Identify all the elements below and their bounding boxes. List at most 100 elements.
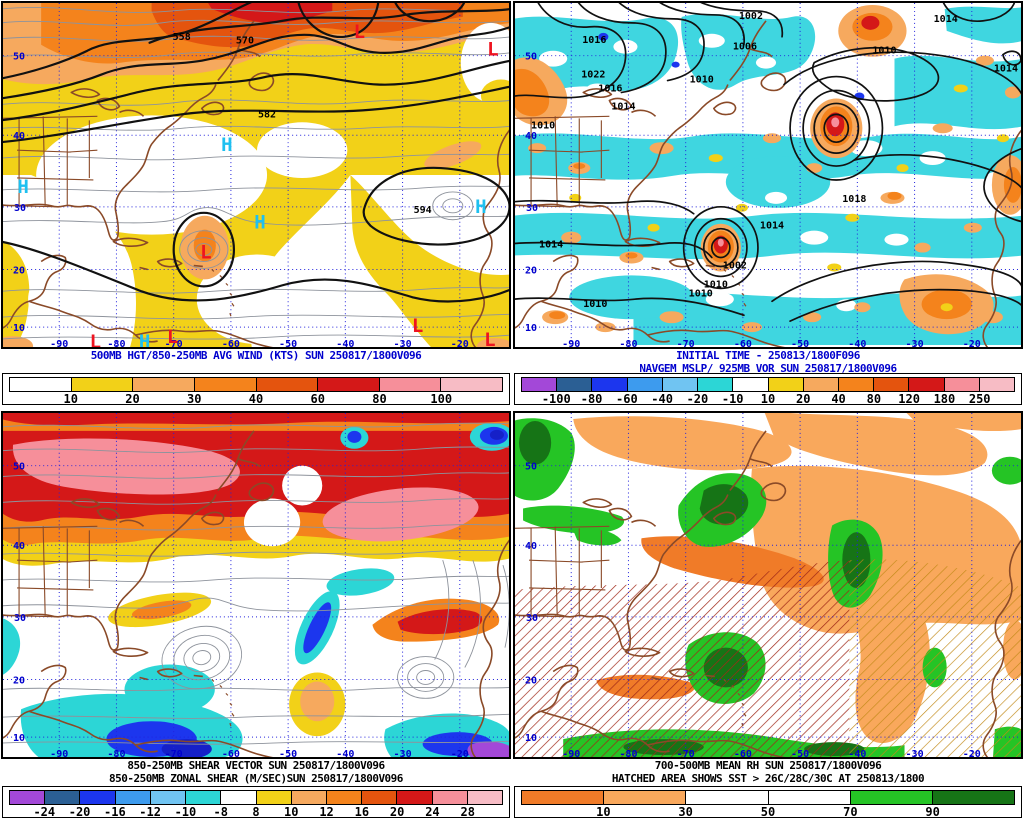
contour-label: 1018 [842, 194, 866, 205]
panel-500mb-height-wind: 50 40 30 20 10 -90 -80 -70 -60 -50 -40 -30 -20 558 570… [0, 0, 512, 409]
geo-label: 40 [525, 131, 537, 142]
contour-label: 1022 [581, 70, 605, 81]
geo-label: -20 [451, 339, 469, 349]
colorbar-labels: -100 -80 -60 -40 -20 -10 10 20 40 80 120 180 250 [521, 392, 1015, 406]
contour-label: 1006 [733, 42, 757, 53]
map-labels: 50 40 30 20 10 -90 -80 -70 -60 -50 -40 -30 -20 558 570… [13, 21, 499, 349]
colorbar-segment [70, 378, 133, 391]
contour-label: 1014 [934, 14, 958, 25]
geo-label: -30 [906, 339, 924, 349]
geo-label: -80 [619, 749, 637, 759]
caption-mslp: INITIAL TIME - 250813/1800F096 NAVGEM MS… [512, 349, 1024, 375]
colorbar-segment [185, 791, 221, 804]
map-mslp-vorticity: 50 40 30 20 10 -90 -80 -70 -60 -50 -40 -30 -20 1016 10… [513, 1, 1023, 349]
contour-label: 1014 [539, 240, 563, 251]
colorbar-tick-label: 60 [310, 392, 325, 406]
colorbar-segment [325, 791, 362, 804]
map-500mb-height-wind: 50 40 30 20 10 -90 -80 -70 -60 -50 -40 -30 -20 558 570… [1, 1, 511, 349]
colorbar-segment [378, 378, 441, 391]
high-marker: H [475, 196, 486, 218]
geo-label: -40 [848, 749, 866, 759]
caption-rh: 700-500MB MEAN RH SUN 250817/1800V096 HA… [512, 759, 1024, 785]
geo-label: 20 [525, 675, 537, 686]
vorticity-fill [513, 4, 1023, 346]
colorbar-segment [603, 791, 686, 804]
colorbar-tick-label: 12 [319, 805, 334, 819]
geo-label: -70 [165, 339, 183, 349]
colorbar-segment [978, 378, 1015, 391]
colorbar-segment [849, 791, 932, 804]
colorbar-segment [361, 791, 397, 804]
geo-label: -50 [279, 749, 297, 759]
caption-shear: 850-250MB SHEAR VECTOR SUN 250817/1800V0… [0, 759, 512, 785]
colorbar-tick-label: -8 [213, 805, 228, 819]
colorbar-segment [767, 378, 803, 391]
geo-label: 50 [525, 52, 537, 63]
geo-label: 10 [525, 323, 537, 334]
geo-label: 50 [13, 52, 25, 63]
colorbar-segment [522, 791, 604, 804]
colorbar-segment [255, 378, 318, 391]
colorbar-segment [908, 378, 944, 391]
contour-label: 1016 [598, 84, 622, 95]
map-labels: 50 40 30 20 10 -90 -80 -70 -60 -50 -40 -30 -20 1016 10… [525, 11, 1018, 349]
colorbar-tick-label: 24 [425, 805, 440, 819]
colorbar-segment [685, 791, 768, 804]
contour-label: 1010 [531, 120, 555, 131]
colorbar-segment [767, 791, 850, 804]
panel-mean-rh-sst: 50 40 30 20 10 -90 -80 -70 -60 -50 -40 -30 -20 700-5… [512, 410, 1024, 819]
colorbar-tick-label: 8 [252, 805, 260, 819]
geo-label: 20 [525, 265, 537, 276]
colorbar-tick-label: -20 [686, 392, 709, 406]
caption-line: 850-250MB ZONAL SHEAR (M/SEC)SUN 250817/… [109, 772, 403, 785]
colorbar-segment [132, 378, 194, 391]
panel-shear: 50 40 30 20 10 -90 -80 -70 -60 -50 -40 -30 -20 850-2… [0, 410, 512, 819]
geo-label: -40 [336, 749, 354, 759]
colorbar-tick-label: 120 [898, 392, 920, 406]
geo-label: 30 [14, 203, 26, 214]
caption-line: 850-250MB SHEAR VECTOR SUN 250817/1800V0… [127, 759, 385, 772]
geo-label: 30 [526, 203, 538, 214]
geo-label: 40 [525, 541, 537, 552]
geo-label: -60 [222, 749, 240, 759]
colorbar-vorticity: -100 -80 -60 -40 -20 -10 10 20 40 80 120 180 250 [514, 373, 1022, 406]
colorbar-segment [522, 378, 557, 391]
high-marker: H [139, 331, 150, 349]
geo-label: -30 [906, 749, 924, 759]
colorbar-segments [521, 790, 1015, 805]
colorbar-segment [943, 378, 979, 391]
contour-label: 1014 [611, 101, 635, 112]
colorbar-segment [440, 378, 502, 391]
geo-label: -20 [963, 339, 981, 349]
colorbar-tick-label: 80 [866, 392, 882, 406]
colorbar-tick-label: -10 [174, 805, 197, 819]
high-marker: H [221, 134, 232, 156]
geo-label: 10 [13, 733, 25, 744]
colorbar-segments [521, 377, 1015, 392]
colorbar-segment [466, 791, 503, 804]
colorbar-segment [10, 378, 71, 391]
map-shear: 50 40 30 20 10 -90 -80 -70 -60 -50 -40 -30 -20 [1, 411, 511, 759]
geo-label: 10 [525, 733, 537, 744]
colorbar-segment [802, 378, 838, 391]
caption-line: 500MB HGT/850-250MB AVG WIND (KTS) SUN 2… [90, 349, 422, 362]
geo-label: 50 [13, 462, 25, 473]
geo-label: -90 [50, 339, 68, 349]
colorbar-labels: 10 30 50 70 90 [521, 805, 1015, 819]
geo-label: -40 [336, 339, 354, 349]
colorbar-segment [114, 791, 150, 804]
low-marker: L [487, 39, 498, 61]
geo-label: -50 [279, 339, 297, 349]
contour-label: 1010 [690, 75, 714, 86]
low-marker: L [354, 21, 365, 43]
colorbar-tick-label: -10 [721, 392, 744, 406]
map-labels: 50 40 30 20 10 -90 -80 -70 -60 -50 -40 -30 -20 [525, 462, 981, 759]
colorbar-segment [396, 791, 432, 804]
colorbar-segment [10, 791, 45, 804]
colorbar-tick-label: 70 [843, 805, 858, 819]
contour-label: 1014 [760, 221, 784, 232]
contour-label: 1010 [704, 279, 728, 290]
geo-label: -70 [165, 749, 183, 759]
colorbar-segment [661, 378, 698, 391]
